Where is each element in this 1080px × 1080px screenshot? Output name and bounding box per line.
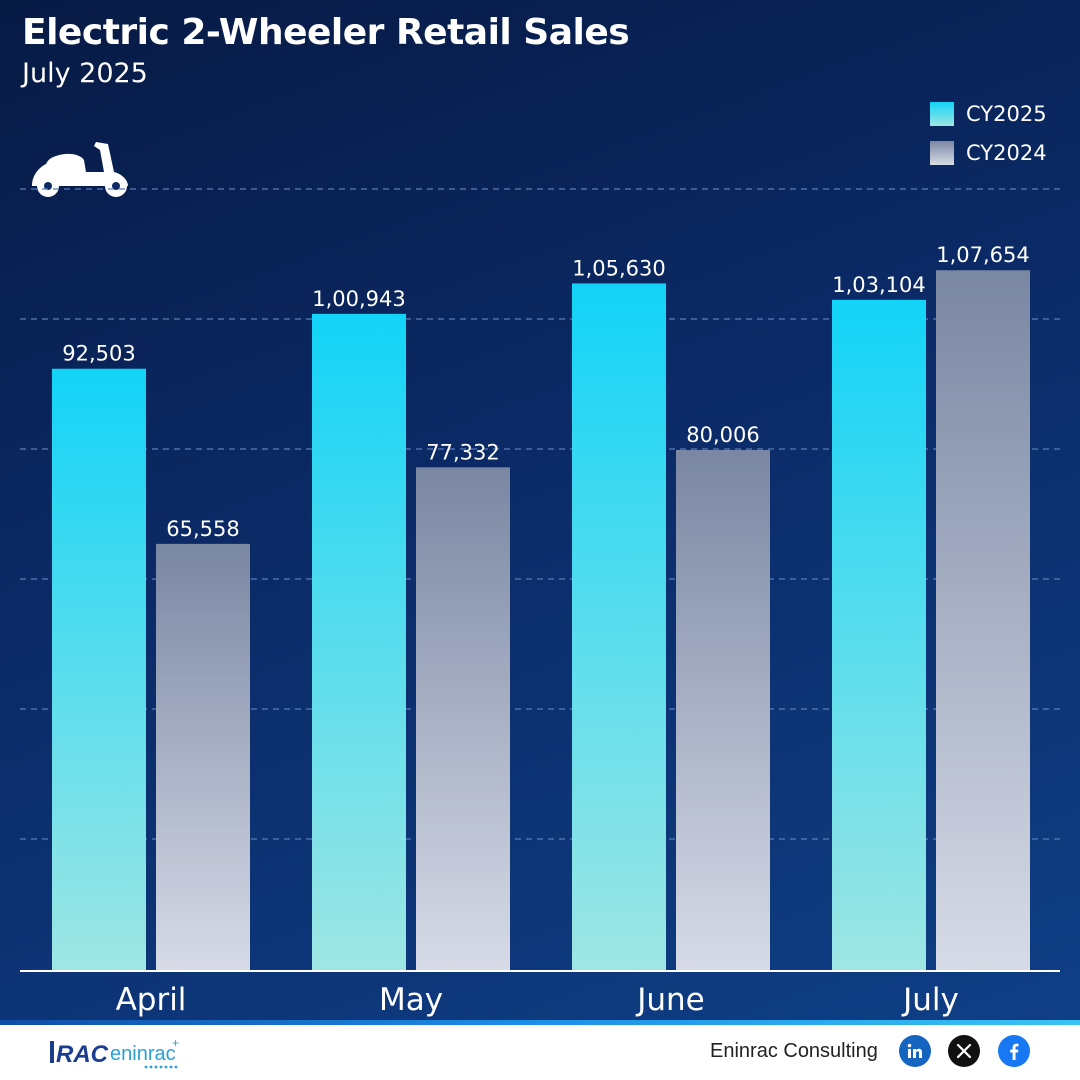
legend-swatch-cy2025 (930, 102, 954, 126)
svg-text:RAC: RAC (56, 1041, 109, 1068)
bar-cy2025-june (572, 283, 666, 970)
data-label-cy2024-june: 80,006 (686, 423, 759, 447)
data-label-cy2025-july: 1,03,104 (832, 273, 926, 297)
x-tick-label-june: June (635, 982, 705, 1018)
legend-swatch-cy2024 (930, 141, 954, 165)
legend-label-cy2025: CY2025 (966, 102, 1047, 126)
svg-text:+: + (172, 1036, 179, 1050)
bar-cy2025-july (832, 299, 926, 971)
scooter-icon (32, 142, 128, 197)
data-label-cy2025-may: 1,00,943 (312, 287, 406, 311)
data-label-cy2024-may: 77,332 (426, 440, 499, 464)
chart-card: Electric 2-Wheeler Retail Sales July 202… (0, 0, 1080, 1022)
x-tick-label-july: July (901, 982, 959, 1018)
bar-cy2024-june (676, 449, 770, 970)
svg-text:eninrac: eninrac (110, 1043, 176, 1065)
data-label-cy2025-april: 92,503 (62, 342, 135, 366)
footer-accent-line (0, 1020, 1080, 1025)
bar-cy2025-may (312, 313, 406, 971)
brand-name: Eninrac Consulting (710, 1040, 878, 1062)
chart-title: Electric 2-Wheeler Retail Sales (22, 12, 630, 53)
legend-item-cy2025: CY2025 (930, 100, 1047, 128)
data-label-cy2024-april: 65,558 (166, 517, 239, 541)
bar-cy2024-may (416, 467, 510, 970)
linkedin-icon[interactable] (899, 1035, 931, 1067)
bar-chart: 92,503 65,558 April 1,00,943 77,332 May 1,05,6… (20, 188, 1060, 1018)
x-tick-label-april: April (116, 982, 187, 1018)
legend-item-cy2024: CY2024 (930, 139, 1047, 167)
legend-label-cy2024: CY2024 (966, 141, 1047, 165)
footer: RAC eninrac + Eninrac Consulting (0, 1025, 1080, 1080)
bar-cy2024-april (156, 543, 250, 970)
chart-subtitle: July 2025 (22, 58, 148, 89)
facebook-icon[interactable] (998, 1035, 1030, 1067)
data-label-cy2025-june: 1,05,630 (572, 256, 666, 280)
bar-cy2025-april (52, 368, 146, 971)
x-tick-label-may: May (379, 982, 443, 1018)
x-icon[interactable] (948, 1035, 980, 1067)
data-label-cy2024-july: 1,07,654 (936, 243, 1030, 267)
bar-cy2024-july (936, 270, 1030, 970)
eninrac-logo: RAC eninrac + (50, 1036, 179, 1069)
